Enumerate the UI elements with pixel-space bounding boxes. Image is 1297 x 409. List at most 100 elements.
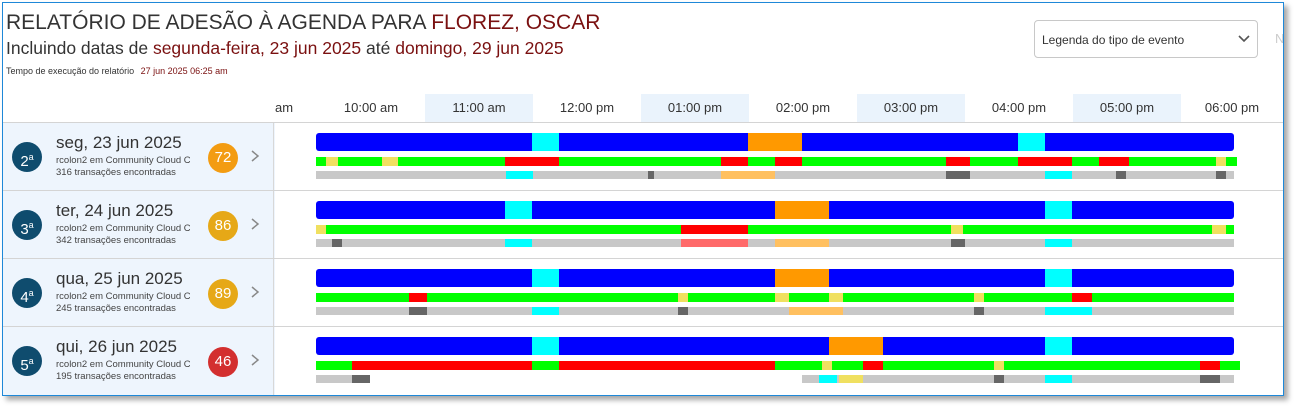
day-title: seg, 23 jun 2025	[56, 133, 182, 152]
day-agent-info: rcolon2 em Community Cloud Cor	[56, 291, 190, 302]
break-segment	[505, 201, 532, 219]
non-adherent-segment	[1018, 157, 1072, 166]
day-row[interactable]: 5a qui, 26 jun 2025 rcolon2 em Community…	[3, 326, 1283, 395]
partial-segment	[775, 293, 789, 302]
activity-dark	[1116, 171, 1126, 179]
activity-lunch	[721, 171, 775, 179]
report-subtitle: Incluindo datas de segunda-feira, 23 jun…	[6, 38, 564, 59]
day-title: qui, 26 jun 2025	[56, 337, 177, 356]
day-of-week-badge: 4a	[12, 278, 42, 308]
activity-dark	[409, 307, 427, 315]
day-title: ter, 24 jun 2025	[56, 201, 174, 220]
activity-bar	[316, 375, 370, 383]
day-info[interactable]: 3a ter, 24 jun 2025 rcolon2 em Community…	[3, 191, 274, 259]
chevron-down-icon	[1238, 35, 1250, 43]
chevron-right-icon[interactable]	[249, 285, 261, 299]
activity-dark	[332, 239, 342, 247]
hour-label: 04:00 pm	[991, 100, 1047, 115]
date-from: segunda-feira, 23 jun 2025	[152, 38, 362, 58]
hour-label: 01:00 pm	[641, 94, 749, 122]
non-adherent-segment	[352, 361, 532, 370]
partial-segment	[822, 361, 832, 370]
agent-name: FLOREZ, OSCAR	[431, 11, 601, 34]
timeline	[316, 191, 1240, 259]
timeline	[316, 259, 1240, 327]
non-adherent-segment	[1200, 361, 1220, 370]
day-info[interactable]: 2a seg, 23 jun 2025 rcolon2 em Community…	[3, 123, 274, 191]
non-adherent-segment	[559, 361, 775, 370]
activity-break	[505, 239, 532, 247]
activity-nonadherent	[681, 239, 748, 247]
activity-lunch	[775, 239, 829, 247]
day-transaction-count: 245 transações encontradas	[56, 303, 176, 314]
lunch-segment	[775, 269, 829, 287]
break-segment	[1045, 201, 1072, 219]
activity-break	[506, 171, 533, 179]
non-adherent-segment	[681, 225, 748, 234]
lunch-segment	[775, 201, 829, 219]
day-info[interactable]: 5a qui, 26 jun 2025 rcolon2 em Community…	[3, 327, 274, 395]
day-agent-info: rcolon2 em Community Cloud Cor	[56, 359, 190, 370]
activity-dark	[974, 307, 984, 315]
chevron-right-icon[interactable]	[249, 353, 261, 367]
activity-break	[1045, 239, 1072, 247]
hour-label: 11:00 am	[425, 94, 533, 122]
activity-dark	[1216, 171, 1226, 179]
timeline	[316, 123, 1240, 191]
activity-bar	[316, 307, 1234, 315]
partial-segment	[316, 225, 326, 234]
break-segment	[532, 269, 559, 287]
hour-label: 05:00 pm	[1073, 94, 1181, 122]
day-transaction-count: 195 transações encontradas	[56, 371, 176, 382]
adherence-score-badge: 46	[208, 347, 238, 377]
activity-dark	[352, 375, 370, 383]
scheduled-work-bar	[316, 337, 1234, 355]
non-adherent-segment	[775, 157, 802, 166]
day-row[interactable]: 2a seg, 23 jun 2025 rcolon2 em Community…	[3, 122, 1283, 191]
time-axis-header: am 10:00 am 11:00 am 12:00 pm 01:00 pm 0…	[275, 94, 1283, 122]
non-adherent-segment	[721, 157, 748, 166]
day-row[interactable]: 4a qua, 25 jun 2025 rcolon2 em Community…	[3, 258, 1283, 327]
non-adherent-segment	[863, 361, 883, 370]
partial-segment	[382, 157, 398, 166]
activity-lunch	[789, 307, 843, 315]
clipped-header-text: N	[1275, 31, 1284, 46]
day-transaction-count: 342 transações encontradas	[56, 235, 176, 246]
partial-segment	[678, 293, 688, 302]
activity-break	[1045, 307, 1092, 315]
event-type-legend-dropdown[interactable]: Legenda do tipo de evento	[1034, 20, 1258, 58]
activity-bar	[802, 375, 1234, 383]
timeline	[316, 327, 1240, 395]
activity-break	[1045, 375, 1072, 383]
break-segment	[532, 337, 559, 355]
execution-time: Tempo de execução do relatório 27 jun 20…	[6, 66, 228, 76]
chevron-right-icon[interactable]	[249, 149, 261, 163]
activity-partial	[839, 375, 863, 383]
partial-segment	[1212, 225, 1226, 234]
non-adherent-segment	[505, 157, 559, 166]
exec-value: 27 jun 2025 06:25 am	[140, 66, 228, 76]
report-frame: RELATÓRIO DE ADESÃO À AGENDA PARA FLOREZ…	[2, 2, 1284, 396]
non-adherent-segment	[409, 293, 427, 302]
activity-break	[819, 375, 837, 383]
date-to: domingo, 29 jun 2025	[395, 38, 564, 58]
hour-label: am	[275, 100, 294, 115]
partial-segment	[994, 361, 1004, 370]
activity-dark	[946, 171, 970, 179]
day-transaction-count: 316 transações encontradas	[56, 167, 176, 178]
day-row[interactable]: 3a ter, 24 jun 2025 rcolon2 em Community…	[3, 190, 1283, 259]
day-of-week-badge: 2a	[12, 142, 42, 172]
activity-break	[1045, 171, 1072, 179]
break-segment	[1045, 269, 1072, 287]
day-info[interactable]: 4a qua, 25 jun 2025 rcolon2 em Community…	[3, 259, 274, 327]
break-segment	[532, 133, 559, 151]
chevron-right-icon[interactable]	[249, 217, 261, 231]
activity-dark	[951, 239, 965, 247]
lunch-segment	[748, 133, 802, 151]
partial-segment	[829, 293, 843, 302]
report-title: RELATÓRIO DE ADESÃO À AGENDA PARA FLOREZ…	[6, 11, 600, 35]
day-agent-info: rcolon2 em Community Cloud Cor	[56, 223, 190, 234]
subtitle-prefix: Incluindo datas de	[6, 38, 149, 58]
partial-segment	[974, 293, 984, 302]
activity-dark	[994, 375, 1004, 383]
